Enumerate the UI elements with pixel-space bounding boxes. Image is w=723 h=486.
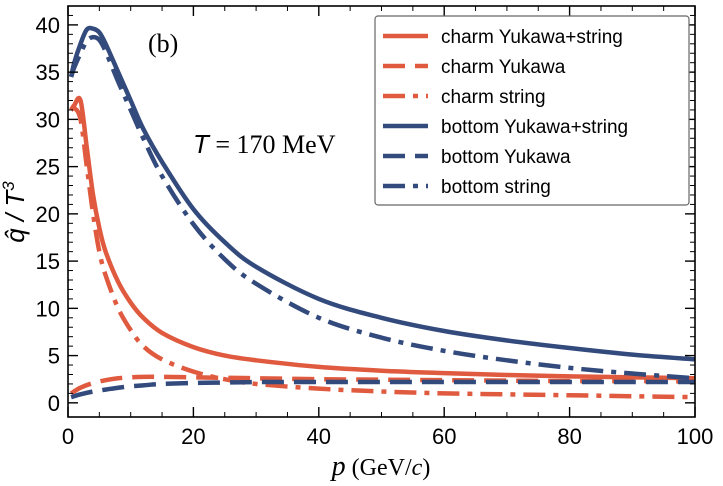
x-axis-unit-suffix: ) [422,455,430,481]
y-axis-label: q̂ / T3 [0,181,30,243]
panel-label: (b) [148,29,178,58]
x-tick-label: 100 [677,424,714,449]
y-tick-label: 40 [36,13,60,38]
legend-label: bottom string [441,177,551,198]
x-tick-label: 60 [432,424,456,449]
series-line-bottom-string [68,34,695,381]
legend-entries: charm Yukawa+string charm Yukawa charm str… [383,27,628,198]
legend-label: charm Yukawa+string [441,27,623,48]
legend-box [374,15,690,206]
y-axis-exponent: 3 [0,181,18,191]
series-line-charm-string [69,105,695,400]
y-tick-label: 30 [36,107,60,132]
series-line-bottom-yukawa-string [68,25,695,362]
series-line-charm-yukawa [69,374,695,396]
y-axis-symbol: T [0,189,30,207]
y-tick-label: 35 [36,60,60,85]
x-axis-unit-prefix: (GeV/ [346,455,412,481]
y-tick-label: 25 [36,155,60,180]
legend-label: charm Yukawa [441,57,566,78]
x-axis-symbol: p [330,451,346,482]
series-layer [68,25,695,400]
temperature-annotation: T = 170 MeV [193,129,336,159]
y-tick-label: 0 [48,391,60,416]
temperature-value: = 170 MeV [209,130,336,159]
y-tick-label: 5 [48,344,60,369]
temperature-symbol: T [193,129,211,159]
x-axis-unit-symbol: c [412,455,423,481]
ticks-layer: 0 20 40 60 80 100 0 5 10 15 20 25 30 35 40 [36,5,714,449]
x-axis-label: p (GeV/c) [330,451,431,482]
x-tick-label: 80 [557,424,581,449]
legend-label: bottom Yukawa+string [441,117,628,138]
y-tick-label: 20 [36,202,60,227]
x-tick-label: 20 [181,424,205,449]
x-tick-label: 0 [62,424,74,449]
y-tick-label: 15 [36,249,60,274]
y-tick-label: 10 [36,296,60,321]
y-axis-slash: / [0,207,30,229]
legend: charm Yukawa+string charm Yukawa charm str… [374,15,690,206]
x-tick-label: 40 [307,424,331,449]
y-axis-qhat: q̂ [0,228,30,243]
series-line-charm-yukawa-string [69,95,695,381]
legend-label: bottom Yukawa [441,147,571,168]
legend-label: charm string [441,87,546,108]
series-line-bottom-yukawa [70,379,695,400]
